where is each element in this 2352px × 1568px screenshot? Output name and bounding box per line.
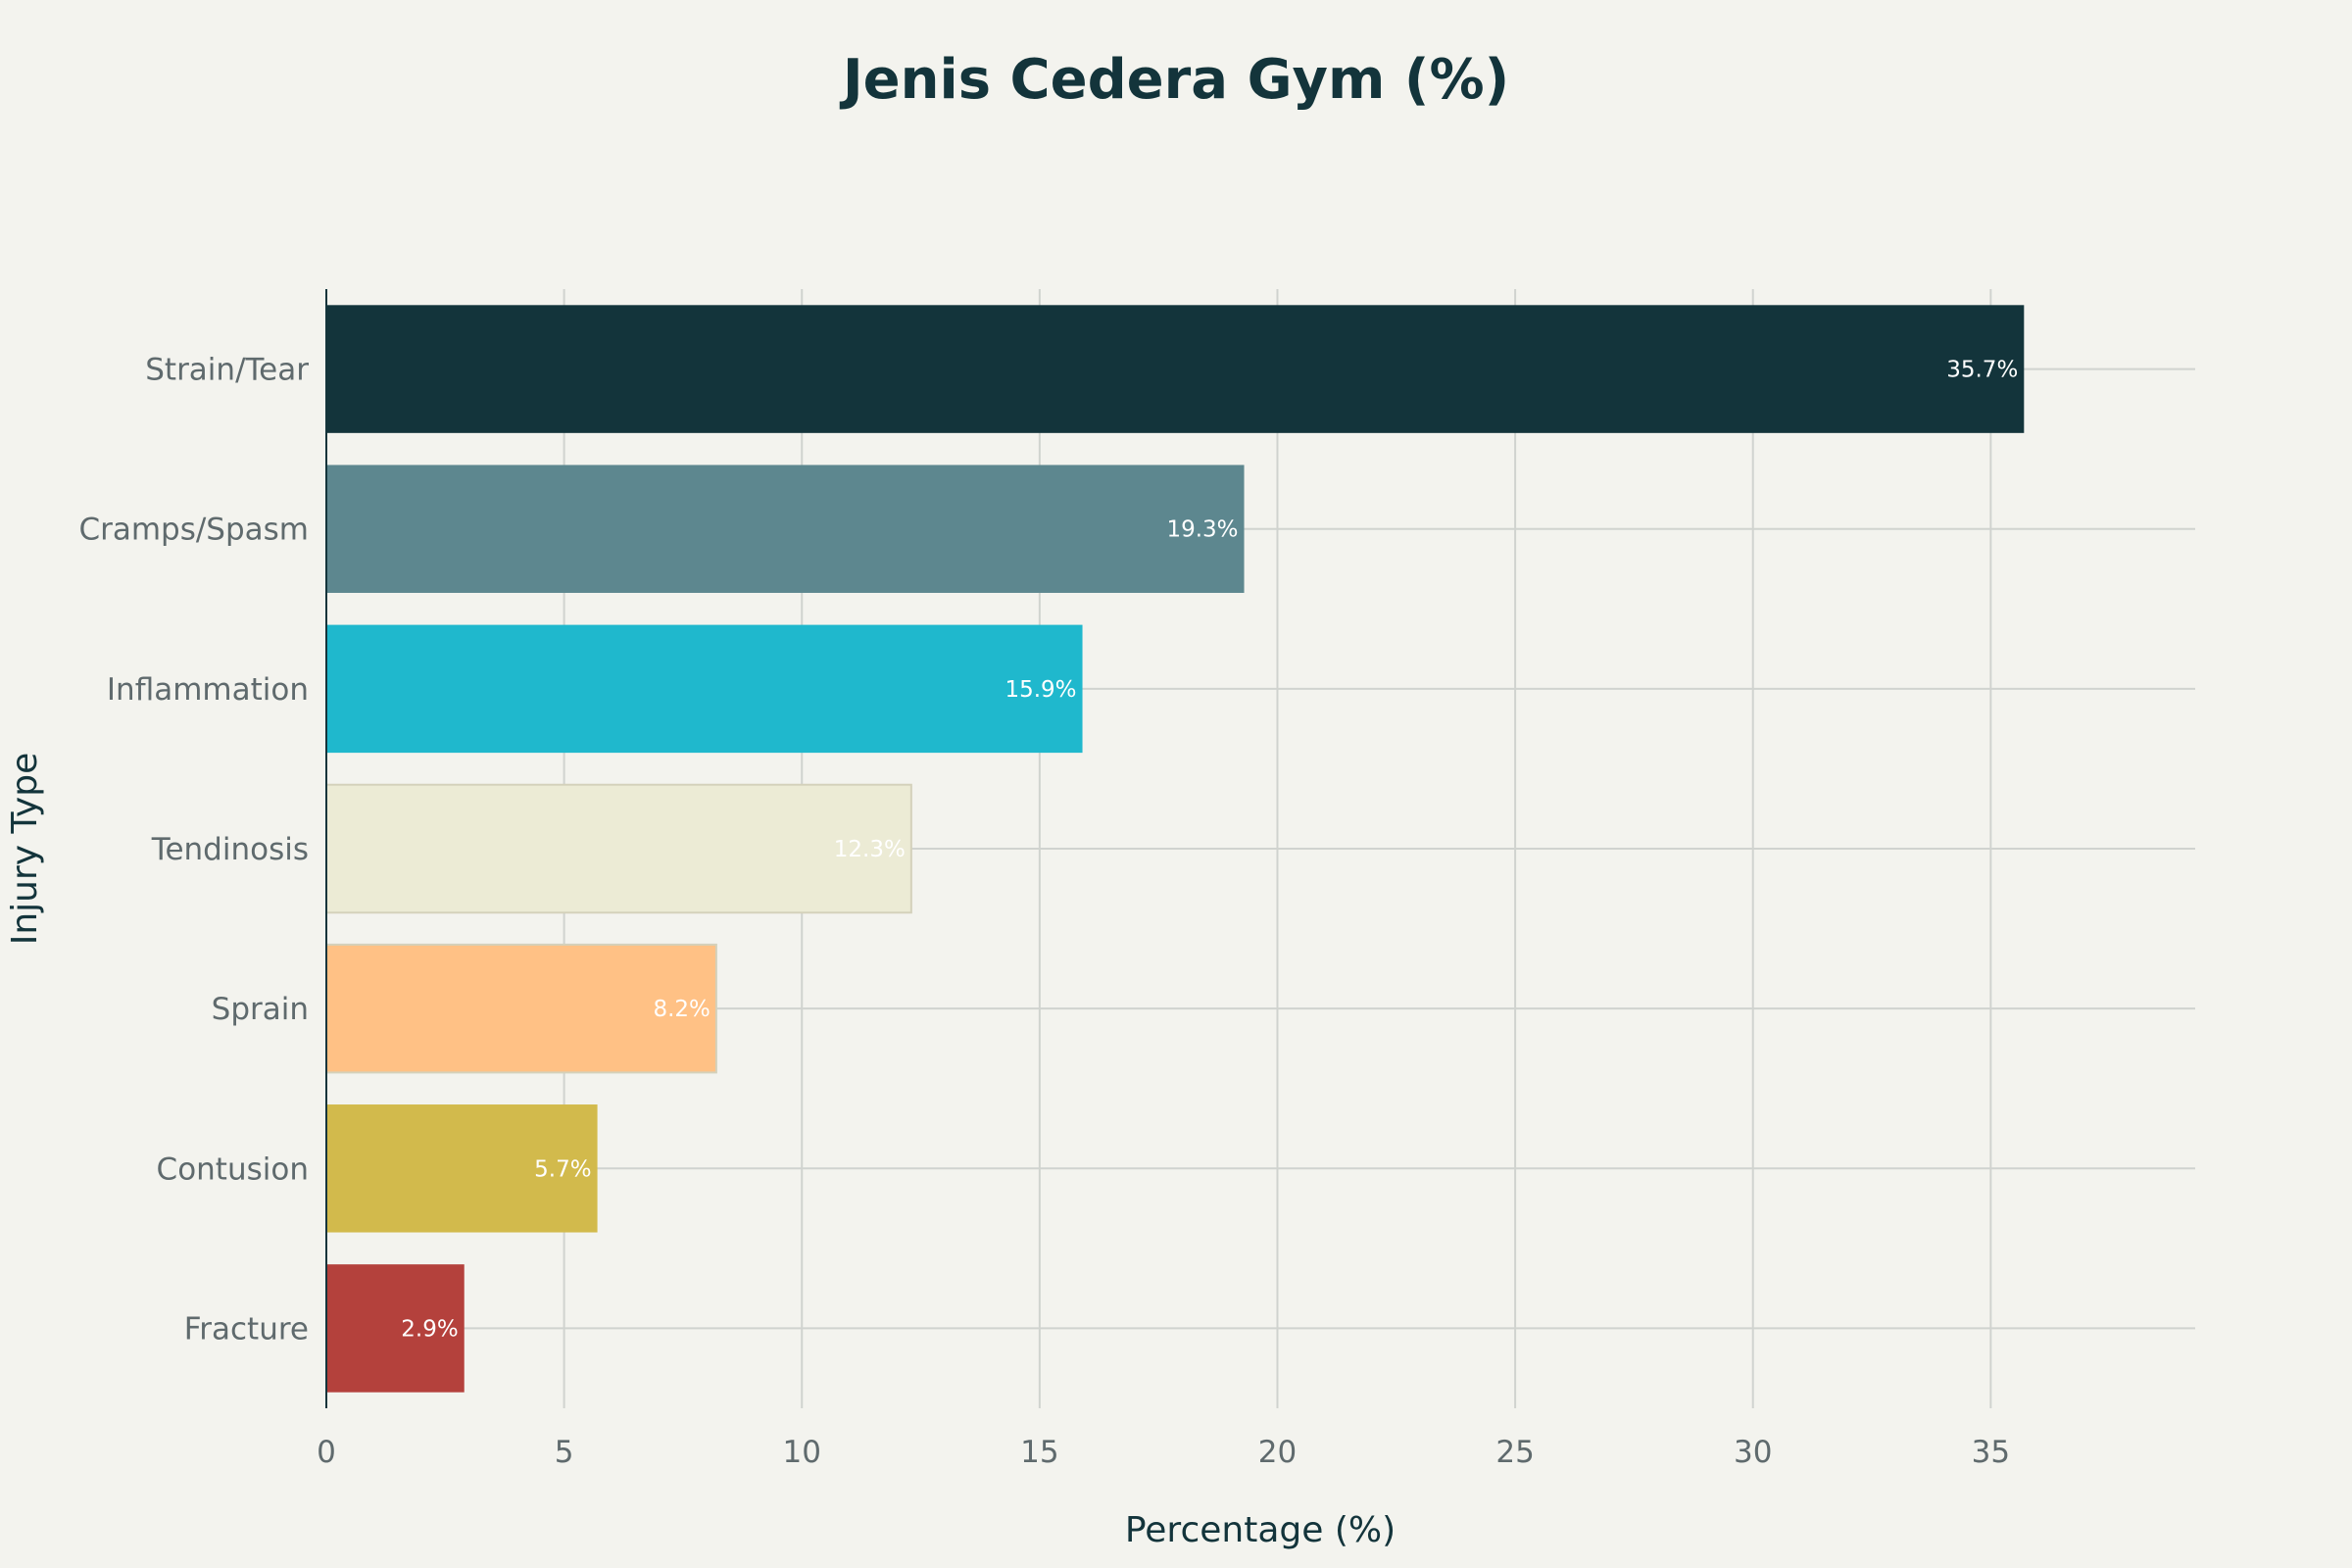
bar — [326, 1264, 465, 1393]
bar — [325, 943, 717, 1074]
bar-value-label: 8.2% — [653, 997, 710, 1022]
x-tick-label: 15 — [1020, 1435, 1058, 1470]
bar-value-label: 12.3% — [834, 837, 906, 862]
x-tick-label: 0 — [317, 1435, 336, 1470]
bar-value-label: 35.7% — [1946, 358, 2018, 383]
x-tick-label: 35 — [1972, 1435, 2010, 1470]
y-tick-label: Sprain — [212, 992, 309, 1027]
bars-layer: 35.7% 19.3% 15.9% 12.3% 8.2% 5.7% 2.9% — [325, 305, 2025, 1393]
bar — [325, 783, 912, 914]
x-axis-title: Percentage (%) — [1125, 1510, 1396, 1550]
x-tick-label: 5 — [555, 1435, 574, 1470]
bar-value-label: 5.7% — [534, 1156, 591, 1182]
bar — [326, 1104, 598, 1233]
y-tick-label: Inflammation — [107, 672, 309, 708]
x-tick-label: 10 — [783, 1435, 821, 1470]
bar-value-label: 2.9% — [401, 1316, 458, 1342]
axis-layer: 0 5 10 15 20 25 30 35 Strain/Tear Cramps/Spasm Inf… — [78, 289, 2010, 1470]
y-tick-label: Contusion — [157, 1152, 309, 1187]
y-axis-title: Injury Type — [5, 753, 45, 946]
bar-value-label: 19.3% — [1166, 517, 1238, 543]
x-tick-label: 20 — [1258, 1435, 1297, 1470]
x-tick-label: 30 — [1734, 1435, 1772, 1470]
bar-value-label: 15.9% — [1004, 677, 1076, 703]
chart-title: Jenis Cedera Gym (%) — [839, 48, 1509, 112]
bar — [326, 465, 1245, 593]
y-tick-label: Strain/Tear — [145, 353, 309, 388]
y-tick-label: Cramps/Spasm — [78, 513, 309, 548]
bar — [326, 305, 2025, 433]
bar — [326, 624, 1083, 754]
y-tick-label: Tendinosis — [151, 832, 309, 867]
y-tick-label: Fracture — [184, 1311, 309, 1347]
x-tick-label: 25 — [1495, 1435, 1534, 1470]
